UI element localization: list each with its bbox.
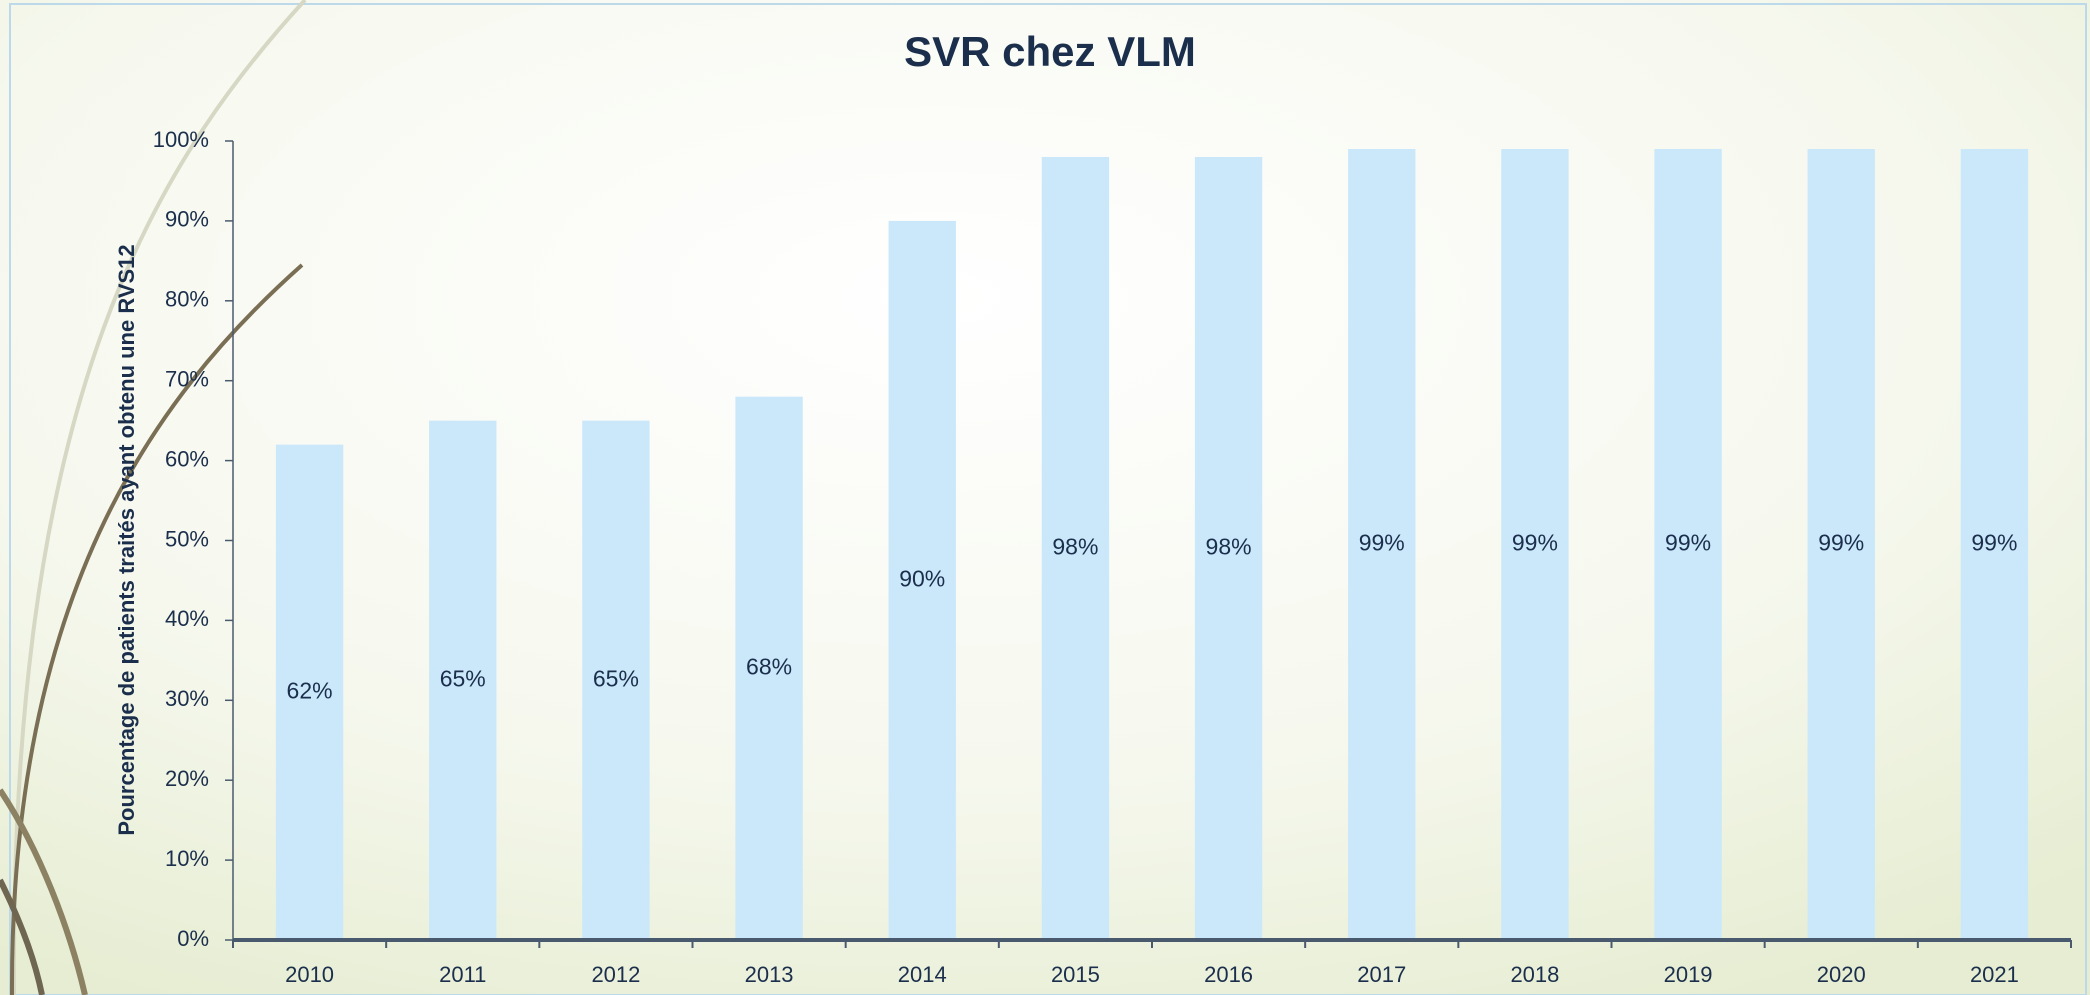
y-axis-label: Pourcentage de patients traités ayant ob… [114,244,139,835]
x-tick-label: 2016 [1204,962,1253,987]
page: {"chart_data": {"type": "bar", "title": … [0,0,2090,995]
y-tick-label: 60% [165,446,209,471]
data-label: 65% [593,665,639,691]
y-tick-label: 40% [165,606,209,631]
y-tick-label: 0% [177,926,209,951]
data-label: 99% [1818,530,1864,556]
data-label: 65% [440,665,486,691]
chart: SVR chez VLM Pourcentage de patients tra… [0,0,2090,995]
y-tick-label: 70% [165,367,209,392]
y-tick-label: 20% [165,766,209,791]
x-tick-label: 2014 [898,962,947,987]
data-label: 68% [746,653,792,679]
data-label: 98% [1052,534,1098,560]
y-tick-label: 100% [153,127,209,152]
data-label: 62% [287,677,333,703]
data-label: 98% [1206,534,1252,560]
x-tick-label: 2021 [1970,962,2019,987]
x-tick-label: 2012 [591,962,640,987]
data-label: 99% [1665,530,1711,556]
data-label: 99% [1359,530,1405,556]
data-label: 99% [1971,530,2017,556]
x-tick-label: 2013 [745,962,794,987]
data-label: 99% [1512,530,1558,556]
x-tick-label: 2020 [1817,962,1866,987]
x-tick-label: 2011 [439,962,486,987]
y-tick-label: 50% [165,526,209,551]
x-tick-label: 2017 [1357,962,1406,987]
x-tick-label: 2010 [285,962,334,987]
y-tick-label: 30% [165,686,209,711]
data-label: 90% [899,566,945,592]
y-tick-label: 10% [165,846,209,871]
y-tick-label: 90% [165,207,209,232]
x-tick-label: 2019 [1664,962,1713,987]
x-tick-label: 2018 [1510,962,1559,987]
y-tick-label: 80% [165,287,209,312]
chart-title: SVR chez VLM [904,28,1196,75]
x-tick-label: 2015 [1051,962,1100,987]
